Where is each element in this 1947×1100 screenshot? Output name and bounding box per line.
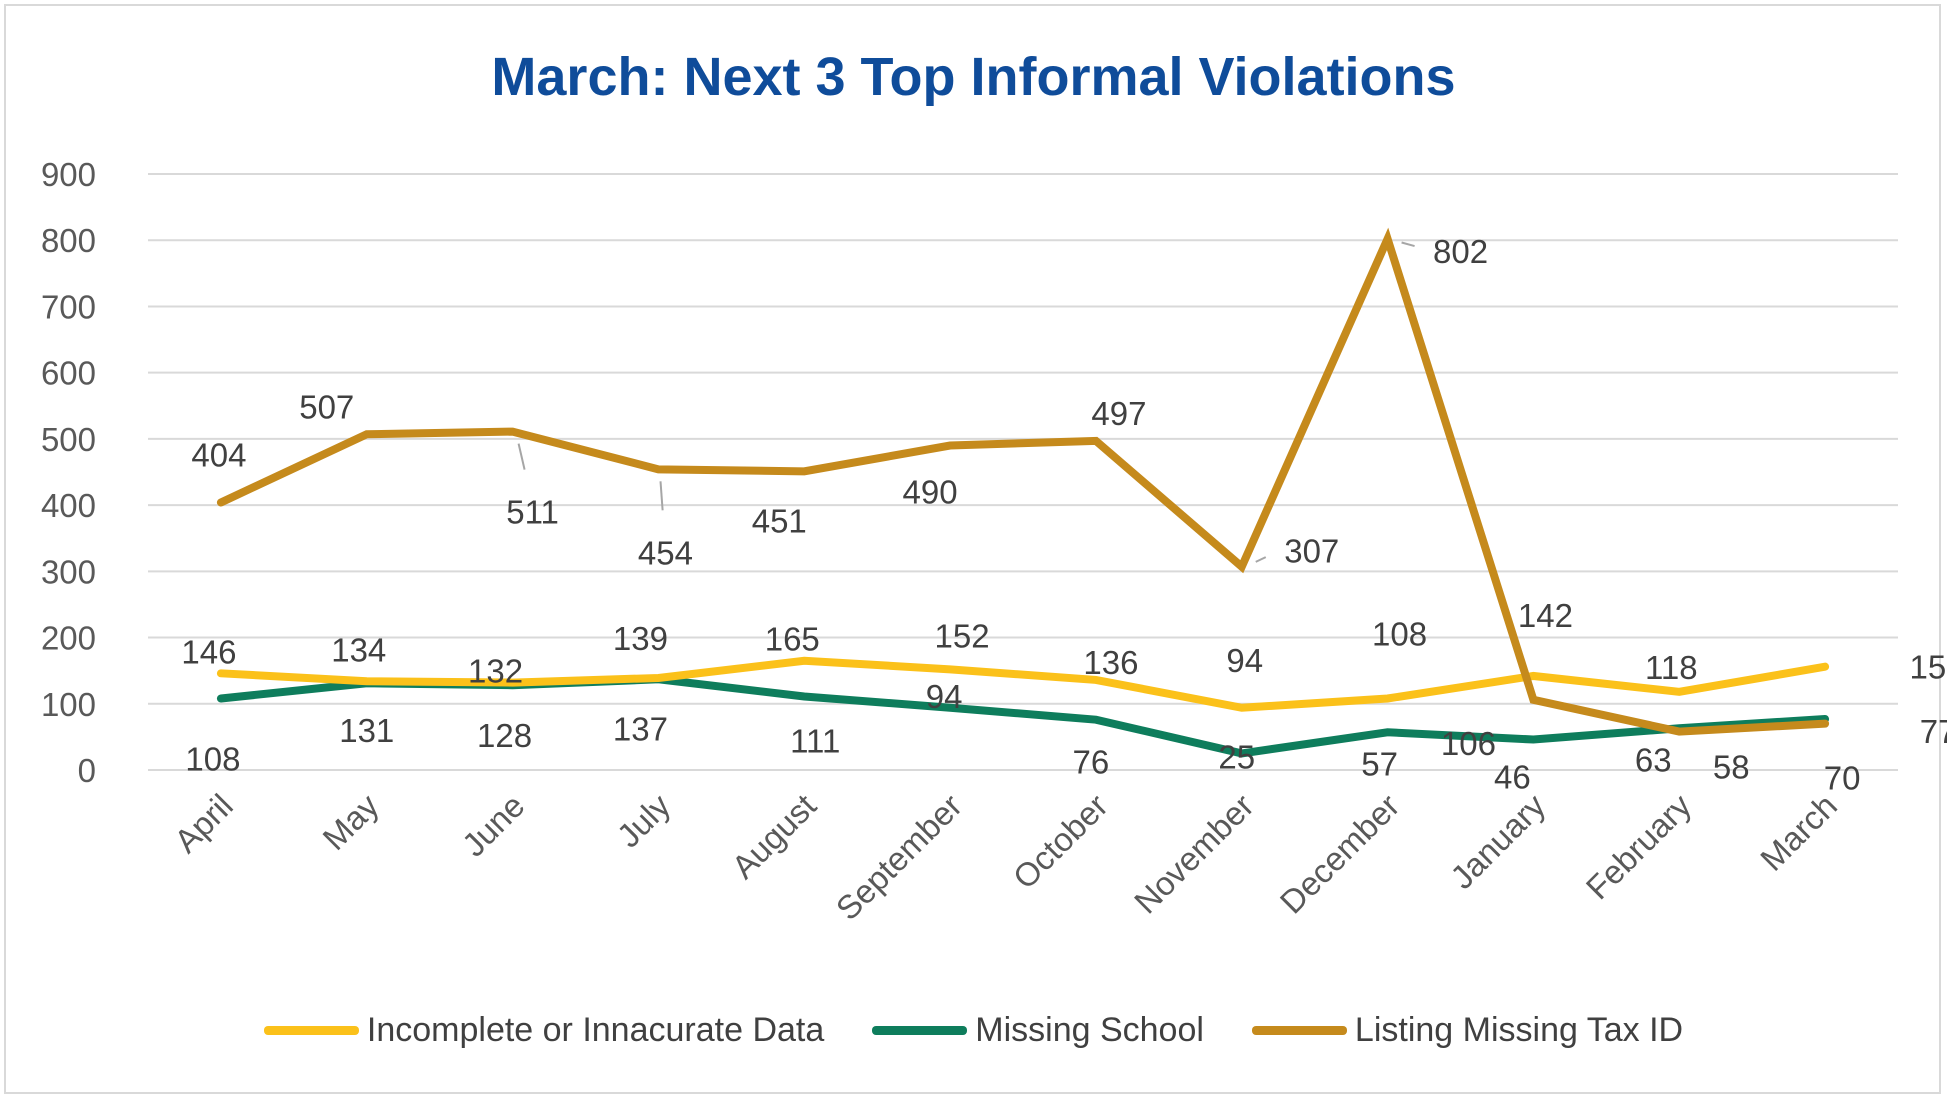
data-label: 94 bbox=[1226, 642, 1263, 679]
y-tick-label: 600 bbox=[41, 355, 96, 392]
legend: Incomplete or Innacurate Data Missing Sch… bbox=[0, 1005, 1947, 1055]
legend-label: Incomplete or Innacurate Data bbox=[366, 1010, 825, 1049]
legend-item: Listing Missing Tax ID bbox=[1251, 1010, 1684, 1050]
data-label: 142 bbox=[1518, 597, 1573, 634]
y-tick-label: 0 bbox=[78, 752, 96, 789]
data-label: 134 bbox=[331, 631, 386, 668]
legend-swatch bbox=[872, 1025, 968, 1035]
legend-swatch bbox=[263, 1025, 359, 1035]
data-label: 146 bbox=[181, 633, 236, 670]
data-label: 451 bbox=[752, 502, 807, 539]
data-label: 57 bbox=[1361, 745, 1398, 782]
legend-item: Incomplete or Innacurate Data bbox=[263, 1010, 825, 1050]
data-label: 25 bbox=[1218, 738, 1255, 775]
data-label: 497 bbox=[1091, 395, 1146, 432]
data-label: 108 bbox=[185, 740, 240, 777]
data-label: 802 bbox=[1433, 233, 1488, 270]
leader-line bbox=[1255, 556, 1267, 563]
y-tick-label: 800 bbox=[41, 222, 96, 259]
x-tick-label: October bbox=[1006, 787, 1115, 896]
x-tick-label: September bbox=[829, 787, 969, 927]
data-label: 131 bbox=[339, 712, 394, 749]
data-label: 118 bbox=[1645, 649, 1698, 686]
data-label: 165 bbox=[765, 621, 820, 658]
series-line bbox=[216, 227, 1830, 736]
data-label: 94 bbox=[926, 678, 963, 715]
y-tick-label: 100 bbox=[41, 686, 96, 723]
data-label: 152 bbox=[935, 617, 990, 654]
data-label: 111 bbox=[790, 722, 840, 759]
data-label: 136 bbox=[1083, 644, 1138, 681]
data-label: 132 bbox=[468, 653, 523, 690]
legend-label: Listing Missing Tax ID bbox=[1354, 1010, 1684, 1049]
data-label: 128 bbox=[477, 717, 532, 754]
y-tick-label: 500 bbox=[41, 421, 96, 458]
x-tick-label: January bbox=[1443, 786, 1553, 896]
data-label: 507 bbox=[299, 388, 354, 425]
data-label: 490 bbox=[903, 474, 958, 511]
x-tick-label: August bbox=[724, 787, 823, 886]
legend-label: Missing School bbox=[975, 1010, 1204, 1049]
data-label: 454 bbox=[638, 534, 693, 571]
data-label: 307 bbox=[1284, 533, 1339, 570]
data-label: 156 bbox=[1910, 649, 1947, 686]
y-tick-label: 400 bbox=[41, 487, 96, 524]
chart-frame bbox=[4, 4, 1941, 1094]
data-label: 63 bbox=[1635, 741, 1672, 778]
leader-line bbox=[659, 481, 664, 511]
data-label: 76 bbox=[1073, 744, 1110, 781]
series-line bbox=[216, 656, 1830, 712]
leader-line bbox=[1401, 241, 1415, 248]
series-line bbox=[216, 675, 1830, 758]
leader-line bbox=[517, 443, 526, 470]
data-label: 58 bbox=[1713, 749, 1750, 786]
data-label: 77 bbox=[1920, 713, 1947, 750]
x-tick-label: April bbox=[167, 787, 240, 860]
y-tick-label: 900 bbox=[41, 156, 96, 193]
data-label: 404 bbox=[191, 436, 246, 473]
y-tick-label: 200 bbox=[41, 620, 96, 657]
data-label: 46 bbox=[1494, 759, 1531, 796]
x-tick-label: December bbox=[1273, 787, 1407, 921]
chart-title: March: Next 3 Top Informal Violations bbox=[491, 47, 1456, 107]
legend-item: Missing School bbox=[872, 1011, 1204, 1050]
x-tick-label: February bbox=[1579, 786, 1699, 906]
legend-swatch bbox=[1251, 1025, 1347, 1035]
x-tick-label: July bbox=[610, 786, 678, 854]
x-tick-label: June bbox=[455, 787, 532, 864]
data-label: 70 bbox=[1824, 760, 1861, 797]
data-label: 511 bbox=[506, 494, 559, 531]
data-label: 108 bbox=[1372, 615, 1427, 652]
y-tick-label: 700 bbox=[41, 288, 96, 325]
data-label: 139 bbox=[613, 620, 668, 657]
x-tick-label: May bbox=[315, 786, 386, 857]
x-tick-label: March bbox=[1753, 787, 1844, 878]
y-tick-label: 300 bbox=[41, 553, 96, 590]
data-label: 137 bbox=[613, 710, 668, 747]
x-tick-label: November bbox=[1127, 787, 1261, 921]
data-label: 106 bbox=[1441, 725, 1496, 762]
